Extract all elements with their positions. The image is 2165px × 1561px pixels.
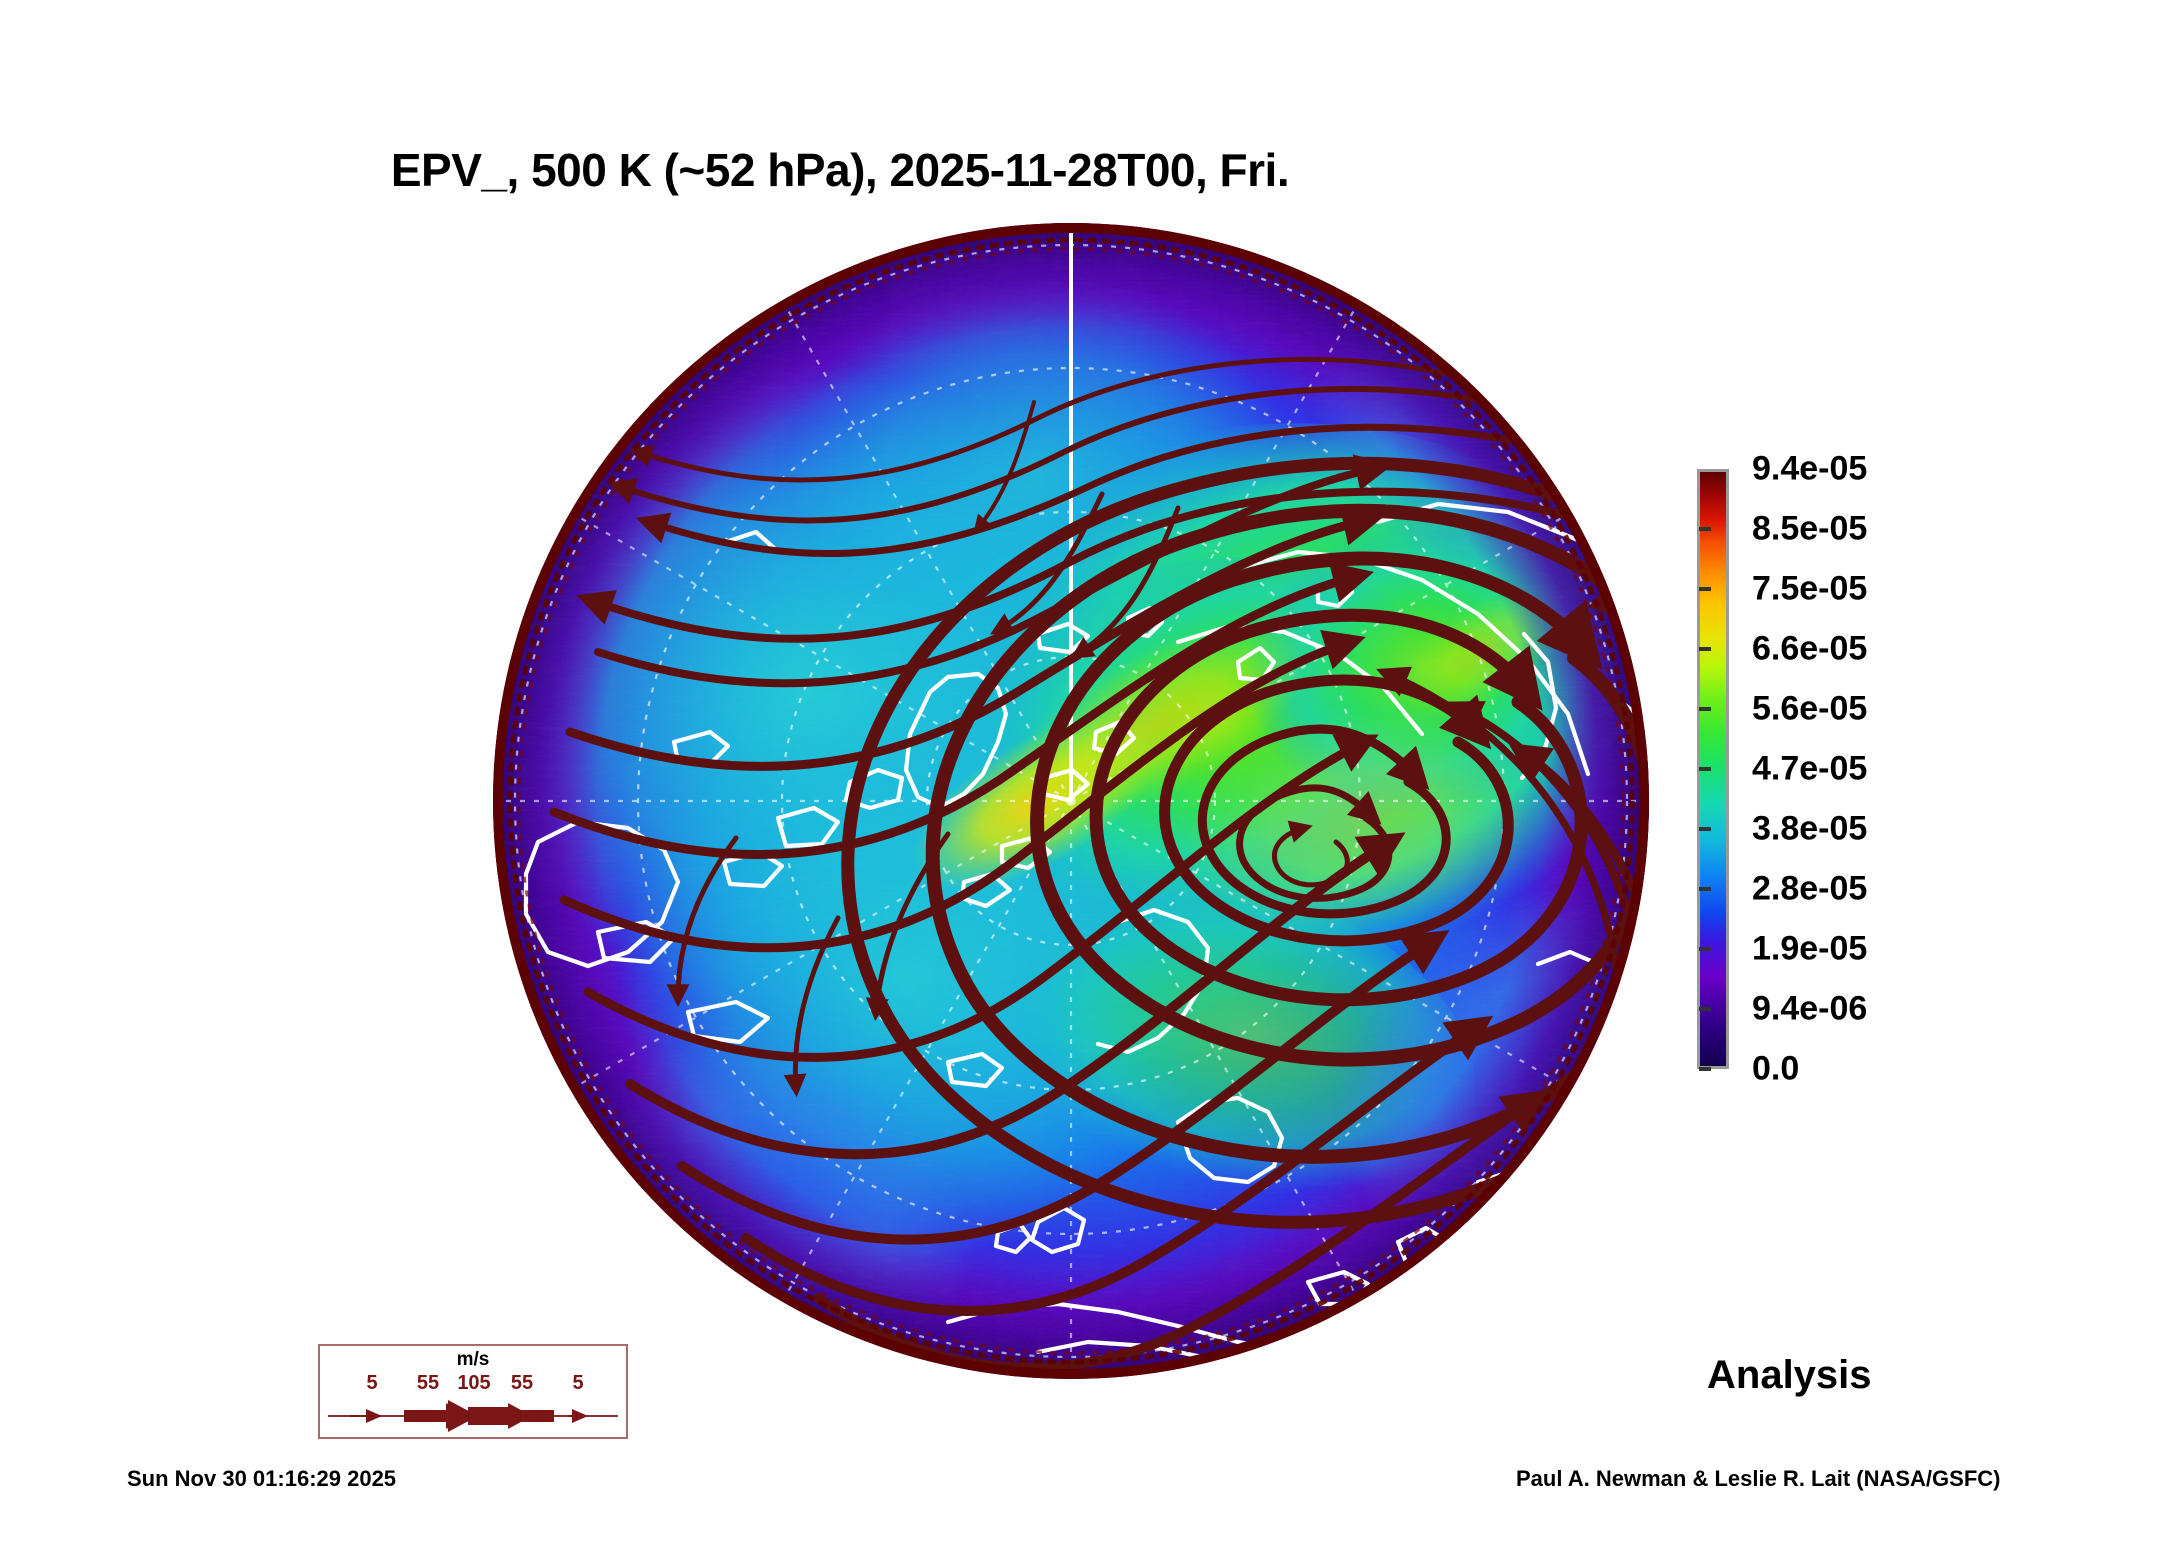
generation-timestamp: Sun Nov 30 01:16:29 2025 [127, 1466, 397, 1491]
author-credit: Paul A. Newman & Leslie R. Lait (NASA/GS… [1516, 1466, 2001, 1491]
colorbar-tick-label: 2.8e-05 [1752, 869, 1868, 908]
colorbar-tick-label: 1.9e-05 [1752, 929, 1868, 968]
colorbar-tick-mark [1699, 767, 1711, 771]
wind-legend-unit-label: m/s [456, 1349, 490, 1370]
colorbar-tick-mark [1699, 647, 1711, 651]
boundary-wrap-ring [493, 223, 1649, 1379]
page-title: EPV_, 500 K (~52 hPa), 2025-11-28T00, Fr… [390, 144, 1290, 196]
polar-stereographic-globe [478, 222, 1664, 1380]
analysis-label: Analysis [1707, 1353, 1872, 1397]
wind-legend-value: 105 [457, 1372, 491, 1394]
colorbar-tick-mark [1699, 887, 1711, 891]
colorbar-tick-label: 3.8e-05 [1752, 809, 1868, 848]
colorbar-tick-mark [1699, 527, 1711, 531]
colorbar-tick-mark [1699, 707, 1711, 711]
globe-svg [493, 223, 1649, 1379]
wind-legend-value: 55 [416, 1372, 440, 1394]
colorbar-tick-label: 6.6e-05 [1752, 629, 1868, 668]
colorbar-tick-mark [1699, 1007, 1711, 1011]
colorbar-tick-mark [1699, 1067, 1711, 1071]
colorbar-tick-label: 9.4e-06 [1752, 989, 1868, 1028]
wind-legend-arrow-icon [328, 1400, 618, 1432]
colorbar-tick-mark [1699, 587, 1711, 591]
wind-speed-legend: m/s 5 55 105 55 5 [318, 1344, 628, 1439]
colorbar-tick-label: 7.5e-05 [1752, 569, 1868, 608]
colorbar-tick-mark [1699, 827, 1711, 831]
colorbar-tick-label: 9.4e-05 [1752, 449, 1868, 488]
colorbar-tick-label: 0.0 [1752, 1049, 1800, 1088]
wind-legend-value: 5 [572, 1372, 584, 1394]
colorbar-tick-label: 8.5e-05 [1752, 509, 1868, 548]
wind-legend-value: 5 [366, 1372, 378, 1394]
colorbar-tick-mark [1699, 947, 1711, 951]
colorbar-tick-label: 4.7e-05 [1752, 749, 1868, 788]
colorbar: 9.4e-05 8.5e-05 7.5e-05 6.6e-05 5.6e-05 4.7e-… [1697, 450, 2127, 1088]
colorbar-tick-label: 5.6e-05 [1752, 689, 1868, 728]
globe-field [493, 223, 1649, 1379]
wind-legend-value: 55 [510, 1372, 534, 1394]
polar-map-panel [478, 222, 1664, 1380]
